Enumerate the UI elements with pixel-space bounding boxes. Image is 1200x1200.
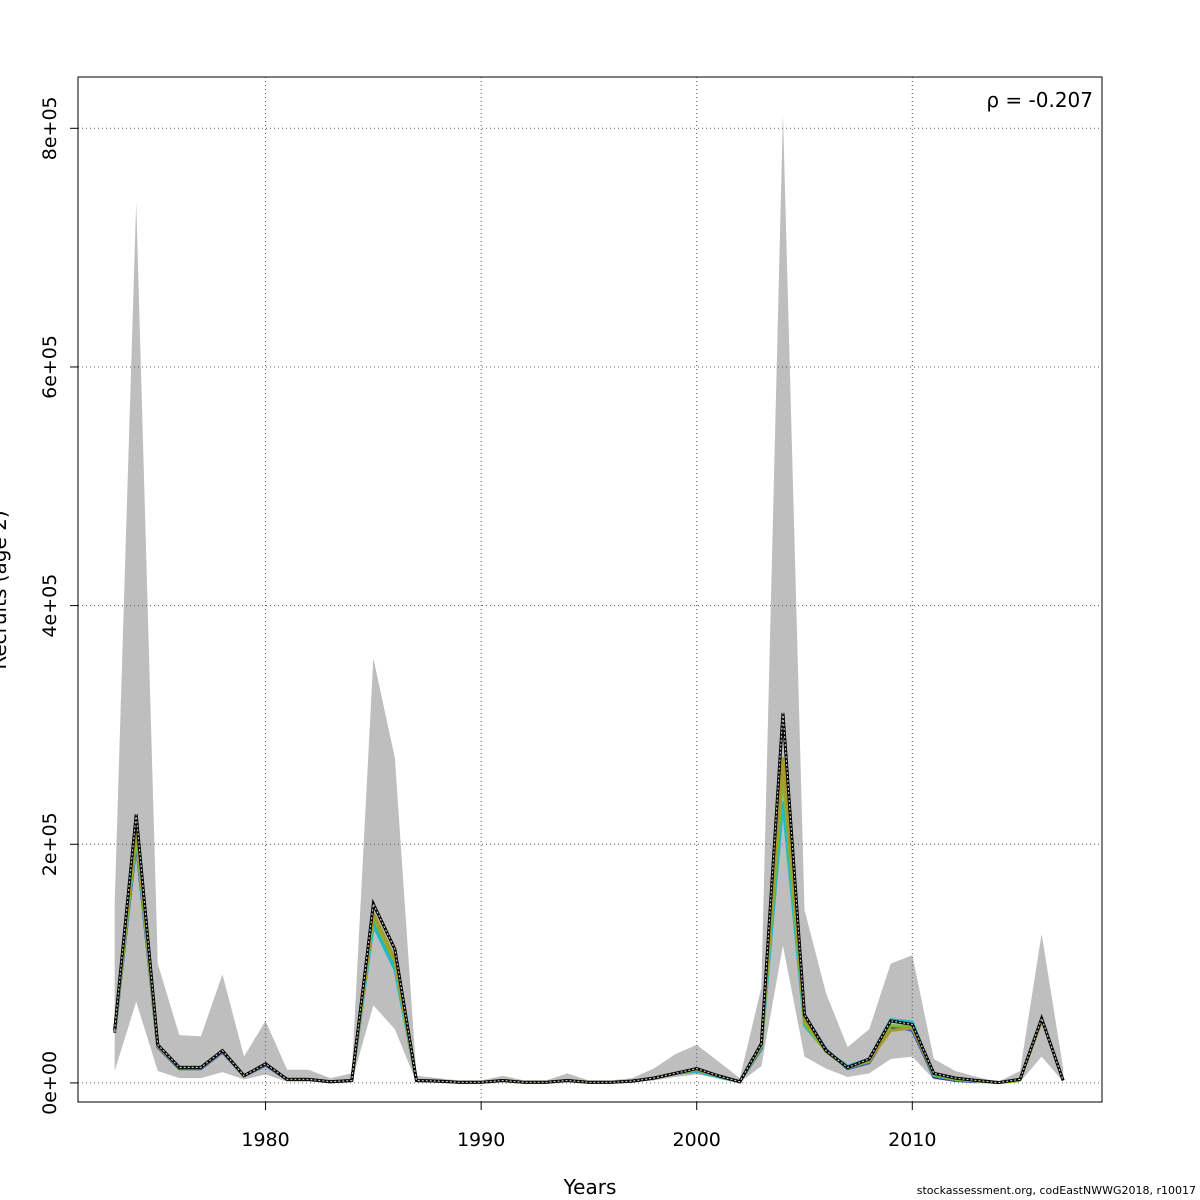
grid-layer [78, 77, 1102, 1102]
base-series-dash [114, 712, 1064, 1084]
y-tick-label: 8e+05 [39, 96, 61, 160]
y-axis: 0e+00 2e+05 4e+05 6e+05 8e+05 [39, 96, 78, 1115]
y-tick-label: 0e+00 [39, 1051, 61, 1115]
x-tick-label: 1990 [457, 1129, 505, 1151]
confidence-band [114, 113, 1064, 1083]
x-tick-label: 2010 [888, 1129, 936, 1151]
retro-series-line-2 [113, 773, 1021, 1085]
x-axis-title: Years [563, 1175, 617, 1199]
x-axis: 1980 1990 2000 2010 [241, 1102, 936, 1151]
rho-annotation: ρ = -0.207 [986, 88, 1093, 112]
y-tick-label: 2e+05 [39, 812, 61, 876]
footer-credit: stockassessment.org, codEastNWWG2018, r1… [916, 1184, 1196, 1197]
series-layer [113, 712, 1065, 1085]
y-axis-title: Recruits (age 2) [0, 510, 11, 669]
y-tick-label: 4e+05 [39, 574, 61, 638]
confidence-band-layer [114, 113, 1064, 1083]
plot-frame [77, 76, 1103, 1103]
x-tick-label: 1980 [241, 1129, 289, 1151]
x-tick-label: 2000 [673, 1129, 721, 1151]
y-tick-label: 6e+05 [39, 335, 61, 399]
retro-series-line-4 [113, 766, 978, 1084]
